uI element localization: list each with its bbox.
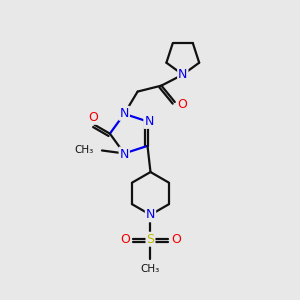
Text: O: O [171,233,181,246]
Text: N: N [146,208,155,221]
Text: CH₃: CH₃ [74,145,94,155]
Text: CH₃: CH₃ [141,264,160,274]
Text: O: O [120,233,130,246]
Text: O: O [177,98,187,111]
Text: N: N [178,68,188,81]
Text: O: O [88,111,98,124]
Text: S: S [146,233,154,246]
Text: N: N [120,148,129,160]
Text: N: N [144,115,154,128]
Text: N: N [120,107,129,120]
